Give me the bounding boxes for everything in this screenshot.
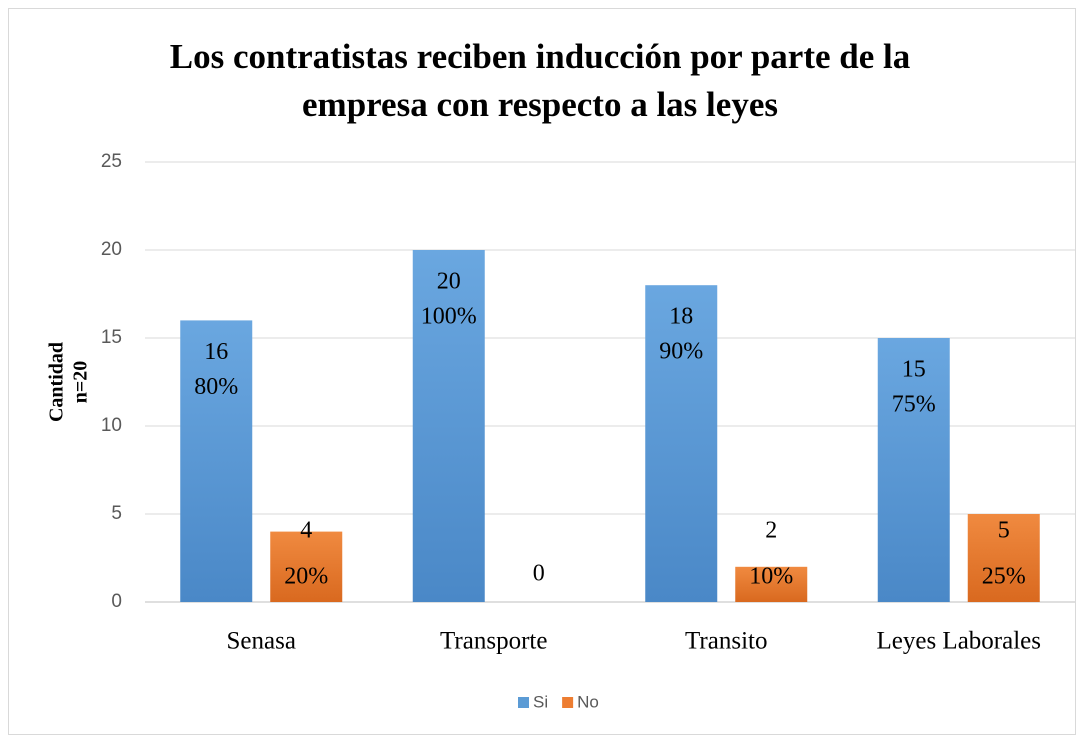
chart-title: empresa con respecto a las leyes [302, 85, 778, 124]
bar [412, 250, 485, 602]
y-tick-label: 5 [111, 503, 122, 524]
data-label: 90% [659, 339, 703, 365]
data-label: 10% [749, 564, 793, 590]
chart-title: Los contratistas reciben inducción por p… [170, 37, 911, 76]
data-label: 16 [204, 339, 228, 365]
y-tick-label: 25 [101, 151, 122, 172]
legend-label: Si [533, 692, 548, 711]
data-label: 20% [284, 564, 328, 590]
y-axis-label: n=20 [70, 361, 92, 404]
data-label: 0 [533, 561, 545, 587]
x-tick-label: Transito [685, 628, 767, 655]
data-label: 15 [902, 357, 926, 383]
data-label: 18 [669, 304, 693, 330]
y-tick-label: 10 [101, 415, 122, 436]
data-label: 4 [300, 518, 312, 544]
data-label: 25% [982, 564, 1026, 590]
data-label: 20 [437, 269, 461, 295]
x-tick-label: Leyes Laborales [876, 628, 1041, 655]
bar [180, 320, 253, 602]
data-label: 100% [421, 304, 477, 330]
legend-swatch [562, 697, 574, 708]
legend-swatch [518, 697, 529, 708]
data-label: 2 [765, 518, 777, 544]
bar [967, 514, 1040, 602]
y-axis-label: Cantidad [46, 342, 68, 422]
x-tick-label: Senasa [227, 628, 296, 655]
data-label: 5 [998, 518, 1010, 544]
data-label: 75% [892, 392, 936, 418]
bar [877, 338, 950, 602]
bar [270, 531, 343, 602]
y-tick-label: 15 [101, 327, 122, 348]
data-label: 80% [194, 374, 238, 400]
bar [735, 566, 808, 602]
legend-label: No [577, 692, 599, 711]
y-tick-label: 20 [101, 239, 122, 260]
bar [645, 285, 718, 602]
x-tick-label: Transporte [440, 628, 547, 655]
y-tick-label: 0 [111, 591, 122, 612]
